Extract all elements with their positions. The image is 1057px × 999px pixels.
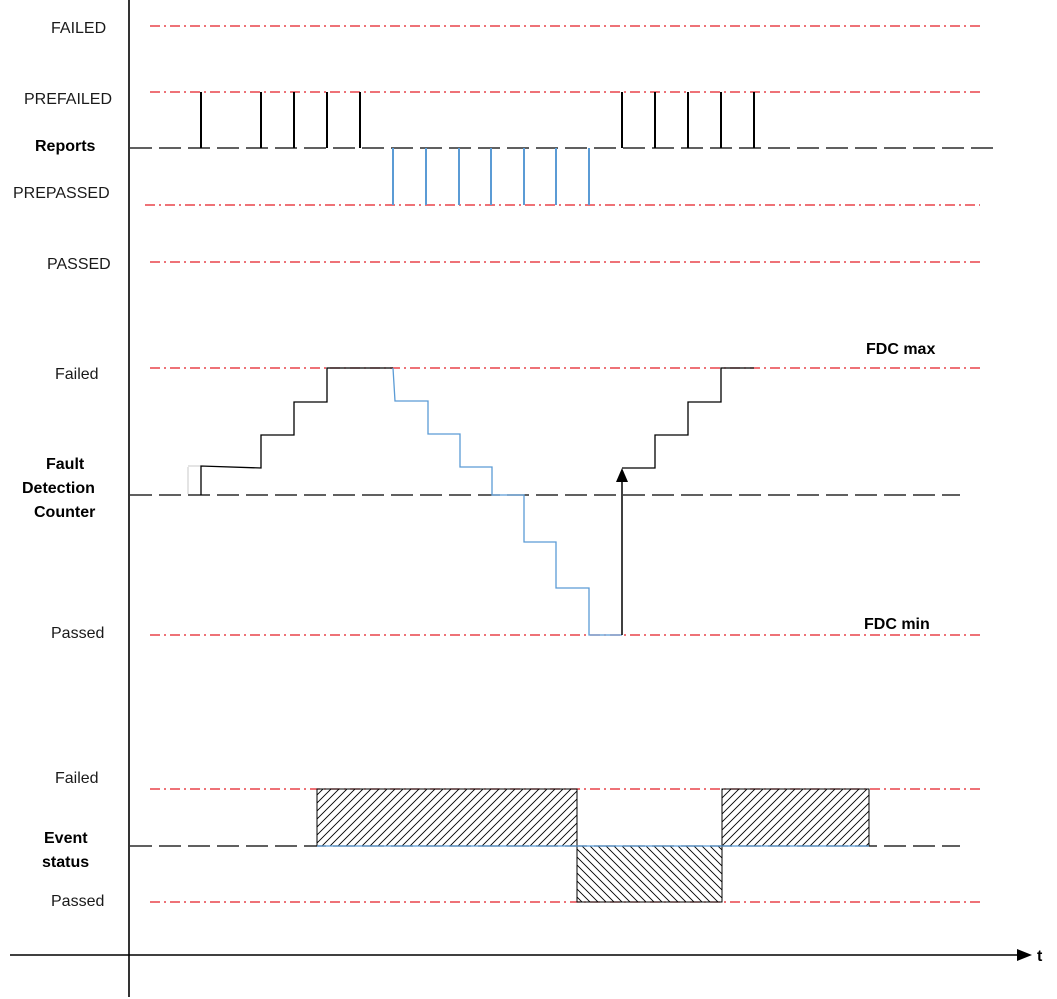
reports-passed-label: PASSED (47, 256, 111, 273)
event-failed-label: Failed (55, 770, 99, 787)
reports-section: FAILED PREFAILED Reports PREPASSED PASSE… (13, 20, 1000, 273)
fdc-min-label: FDC min (864, 616, 930, 633)
fdc-failed-label: Failed (55, 366, 99, 383)
time-axis-label: t (1037, 948, 1043, 965)
prefailed-pulses (200, 92, 755, 148)
fdc-rising-staircase (200, 367, 393, 495)
fdc-title-line2: Detection (22, 480, 95, 497)
fdc-title-line1: Fault (46, 456, 85, 473)
event-passed-block (576, 845, 723, 903)
fdc-second-rising-staircase (622, 367, 754, 469)
fdc-passed-label: Passed (51, 625, 104, 642)
fdc-section: Failed Fault Detection Counter Passed FD… (22, 341, 980, 642)
reports-prefailed-label: PREFAILED (24, 91, 112, 108)
event-title-line1: Event (44, 830, 88, 847)
time-axis-arrowhead (1017, 949, 1032, 961)
prepassed-pulses (392, 148, 590, 205)
event-section: Failed Event status Passed (42, 770, 980, 910)
event-passed-label: Passed (51, 893, 104, 910)
reports-title: Reports (35, 138, 96, 155)
event-failed-block (721, 788, 870, 847)
fdc-reset-arrowhead (616, 468, 628, 482)
reports-failed-label: FAILED (51, 20, 106, 37)
reports-prepassed-label: PREPASSED (13, 185, 110, 202)
fdc-falling-staircase (392, 367, 622, 636)
event-title-line2: status (42, 854, 89, 871)
fdc-title-line3: Counter (34, 504, 95, 521)
event-failed-block (316, 788, 578, 847)
fdc-max-label: FDC max (866, 341, 935, 358)
